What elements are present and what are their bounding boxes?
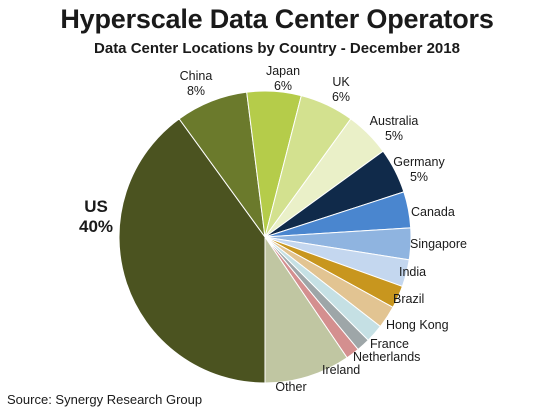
slice-name-singapore: Singapore <box>410 237 467 251</box>
slice-label-france: France <box>370 337 409 351</box>
slice-label-china: China 8% <box>180 69 213 98</box>
slice-name-us: US <box>84 197 108 216</box>
slice-value-germany: 5% <box>410 170 428 184</box>
slice-label-japan: Japan 6% <box>266 64 300 93</box>
slice-name-india: India <box>399 265 426 279</box>
slice-label-us: US 40% <box>79 197 113 236</box>
slice-label-australia: Australia 5% <box>370 114 419 143</box>
chart-title: Hyperscale Data Center Operators <box>60 4 494 34</box>
slice-name-other: Other <box>275 380 306 394</box>
slice-label-ireland: Ireland <box>322 363 360 377</box>
slice-label-netherlands: Netherlands <box>353 350 420 364</box>
slice-value-japan: 6% <box>274 79 292 93</box>
slice-value-australia: 5% <box>385 129 403 143</box>
chart-source: Source: Synergy Research Group <box>7 392 203 407</box>
slice-name-canada: Canada <box>411 205 455 219</box>
pie-slice-us <box>118 118 266 384</box>
slice-name-japan: Japan <box>266 64 300 78</box>
slice-name-uk: UK <box>332 75 350 89</box>
slice-value-us: 40% <box>79 217 113 236</box>
slice-label-other: Other <box>275 380 306 394</box>
slice-name-brazil: Brazil <box>393 292 424 306</box>
chart-subtitle: Data Center Locations by Country - Decem… <box>94 40 460 57</box>
slice-label-india: India <box>399 265 426 279</box>
slice-label-canada: Canada <box>411 205 455 219</box>
slice-label-brazil: Brazil <box>393 292 424 306</box>
pie-slice-other <box>264 235 348 384</box>
slice-name-hong-kong: Hong Kong <box>386 318 449 332</box>
slice-label-germany: Germany 5% <box>393 155 445 184</box>
slice-name-ireland: Ireland <box>322 363 360 377</box>
slice-name-netherlands: Netherlands <box>353 350 420 364</box>
slice-name-australia: Australia <box>370 114 419 128</box>
slice-name-china: China <box>180 69 213 83</box>
slice-value-uk: 6% <box>332 90 350 104</box>
slice-label-hong-kong: Hong Kong <box>386 318 449 332</box>
slice-label-singapore: Singapore <box>410 237 467 251</box>
slice-name-france: France <box>370 337 409 351</box>
slice-name-germany: Germany <box>393 155 445 169</box>
slice-label-uk: UK 6% <box>332 75 350 104</box>
slice-value-china: 8% <box>187 84 205 98</box>
